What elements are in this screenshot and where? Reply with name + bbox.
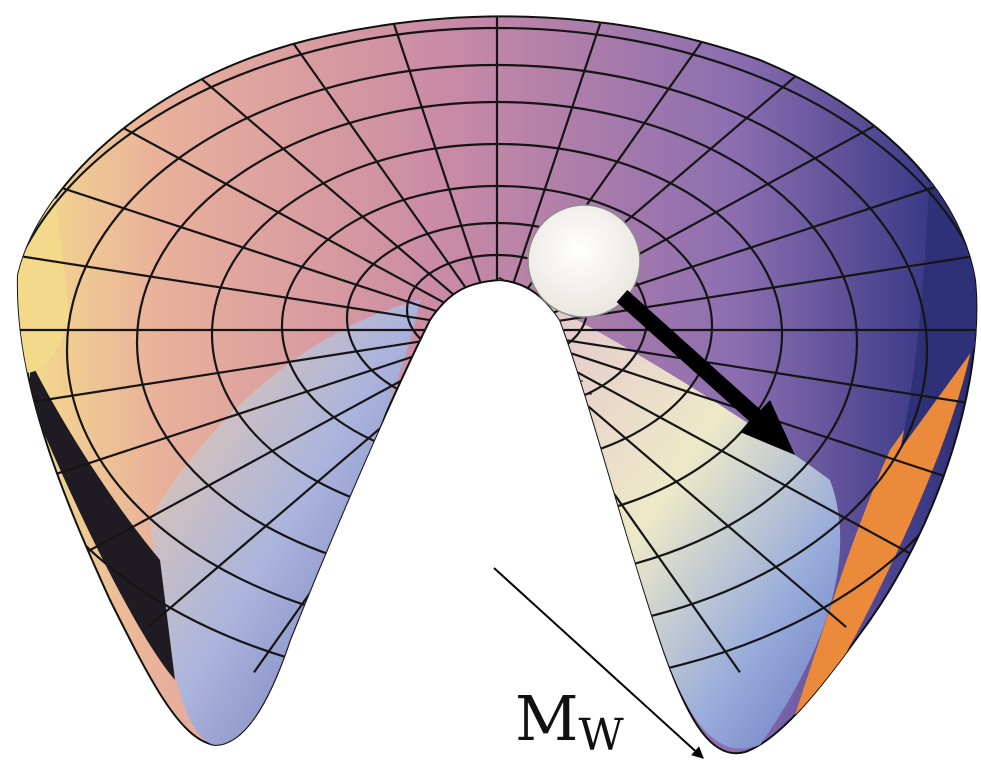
mass-label-main: M [515,682,578,755]
mass-label: MW [515,682,624,761]
mesh-radial [527,344,936,568]
mesh-radial [17,334,459,416]
mesh-radial [147,32,473,312]
mw-direction-arrow [493,567,704,759]
mesh-radial [58,92,467,316]
mesh-radial [17,339,462,496]
down-right-arrow-icon [616,290,795,455]
mesh-radial [535,244,977,326]
mesh-radial [535,334,977,416]
right-orange-band [790,330,975,730]
ball-icon [527,204,641,318]
mass-label-subscript: W [578,710,624,761]
mesh-radial [58,344,467,568]
left-dark-band [30,360,175,680]
mesh-radial [17,244,459,326]
right-dark-band [900,170,977,450]
right-trough [520,290,841,749]
left-trough [150,300,420,745]
mesh-radial [17,164,462,321]
